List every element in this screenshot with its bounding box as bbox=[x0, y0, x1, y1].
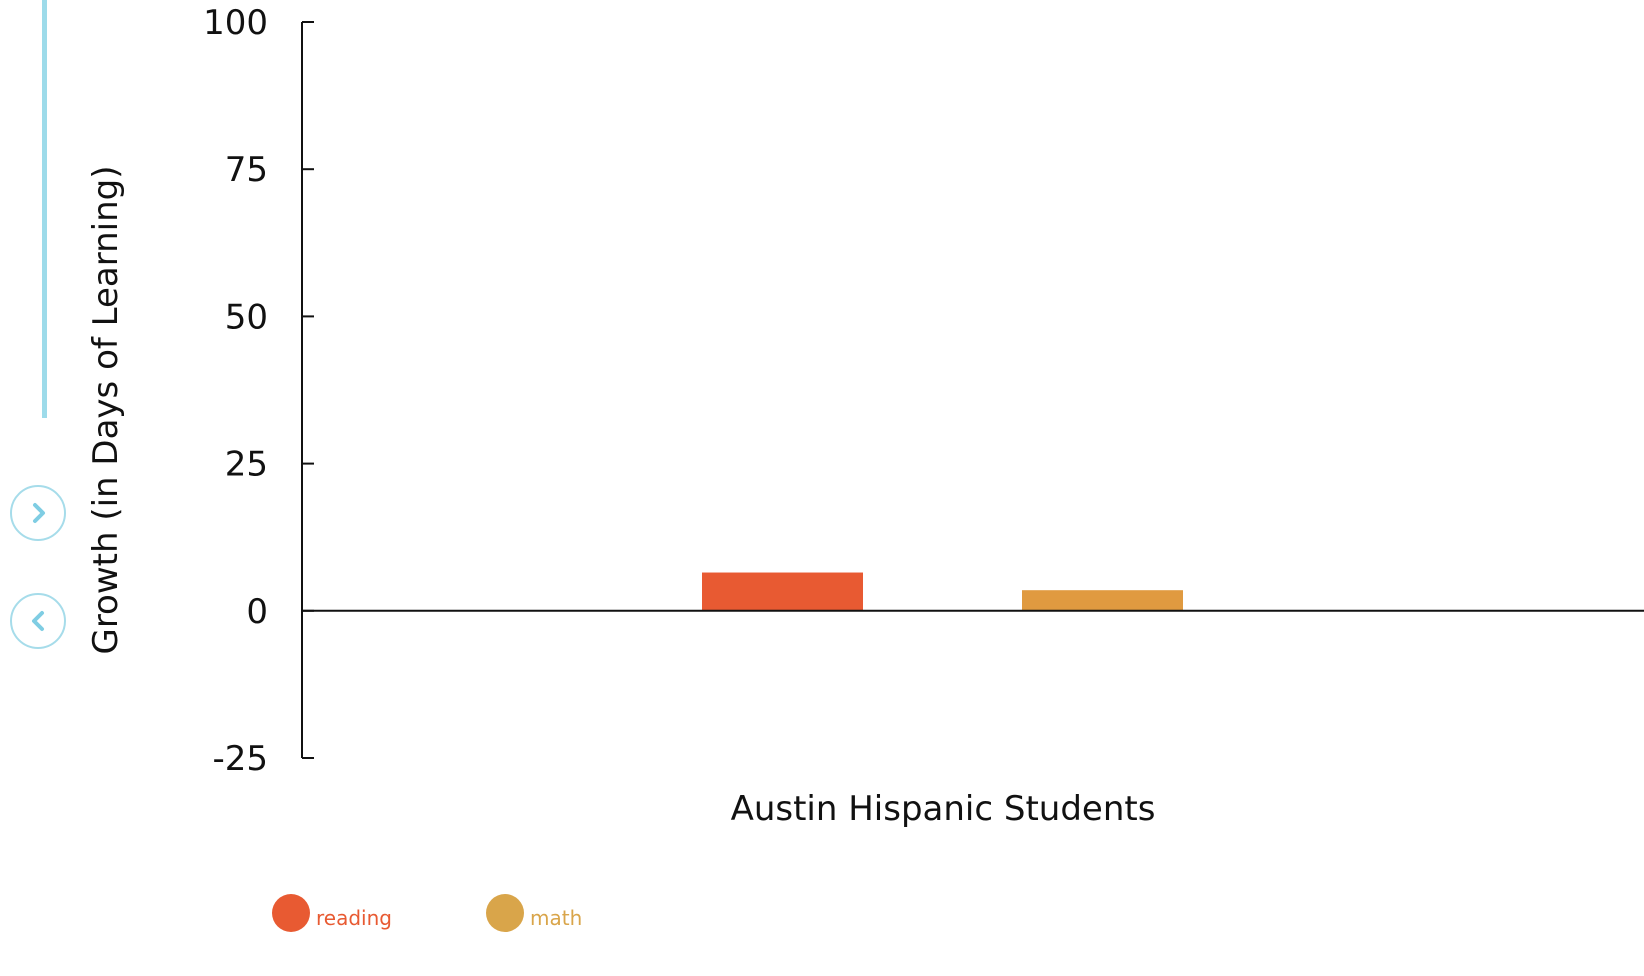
y-axis-label: Growth (in Days of Learning) bbox=[86, 165, 126, 654]
bar-math bbox=[1022, 590, 1183, 611]
legend-dot-math bbox=[486, 894, 524, 932]
y-tick-label: 100 bbox=[203, 3, 268, 43]
x-axis-label: Austin Hispanic Students bbox=[731, 789, 1156, 829]
bars bbox=[702, 572, 1183, 611]
chevron-right-icon bbox=[33, 503, 45, 523]
previous-button[interactable] bbox=[10, 593, 66, 649]
y-tick-label: 25 bbox=[225, 445, 268, 485]
chevron-left-icon bbox=[32, 611, 44, 631]
y-tick-label: 0 bbox=[246, 592, 268, 632]
y-tick-label: 75 bbox=[225, 150, 268, 190]
y-axis: 100 75 50 25 0 -25 bbox=[203, 3, 314, 779]
sidebar-accent-line bbox=[42, 0, 47, 418]
legend-label-reading: reading bbox=[316, 906, 392, 930]
y-tick-label: -25 bbox=[212, 739, 268, 779]
next-button[interactable] bbox=[10, 485, 66, 541]
legend-label-math: math bbox=[530, 906, 583, 930]
legend-dot-reading bbox=[272, 894, 310, 932]
bar-reading bbox=[702, 572, 863, 611]
y-tick-label: 50 bbox=[225, 297, 268, 337]
